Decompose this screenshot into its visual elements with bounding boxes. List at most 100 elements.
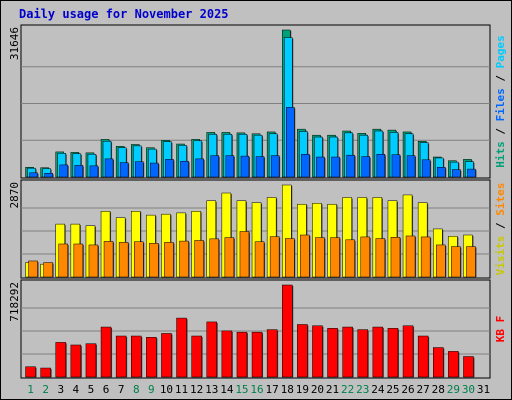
bar-sites-day-7 <box>118 242 129 278</box>
bar-sites-day-17 <box>269 236 280 278</box>
bar-sites-day-14 <box>224 237 235 278</box>
bar-sites-day-11 <box>179 240 189 278</box>
bar-kbytes-day-13 <box>206 321 217 378</box>
bar-sites-day-27 <box>420 236 431 278</box>
x-tick-label-13: 13 <box>205 383 218 396</box>
bar-pages-day-18 <box>286 107 295 178</box>
bar-sites-day-8 <box>134 241 144 278</box>
bar-sites-day-22 <box>345 239 355 278</box>
bar-kbytes-day-25 <box>387 328 399 378</box>
bar-sites-day-25 <box>390 237 401 278</box>
bar-pages-day-26 <box>406 155 416 178</box>
legend-item: KB F <box>494 316 507 343</box>
bar-sites-day-20 <box>315 237 325 278</box>
y-max-label: 718292 <box>8 282 21 322</box>
series-kbytes <box>25 284 475 378</box>
panel-hits_files_pages: 31646 Hits / Files / Pages <box>8 24 507 179</box>
x-tick-label-19: 19 <box>296 383 309 396</box>
bar-pages-day-7 <box>119 162 129 178</box>
side-legend: Visits / Sites <box>494 183 507 276</box>
bar-pages-day-30 <box>467 168 476 178</box>
x-tick-label-2: 2 <box>42 383 49 396</box>
y-max-label: 2870 <box>8 182 21 209</box>
bar-sites-day-2 <box>43 262 53 278</box>
bar-pages-day-25 <box>391 154 401 178</box>
bar-kbytes-day-28 <box>433 347 444 378</box>
bar-pages-day-13 <box>210 155 219 178</box>
series-pages <box>29 107 477 178</box>
bar-sites-day-6 <box>103 241 114 278</box>
bar-kbytes-day-6 <box>100 326 112 378</box>
x-tick-label-10: 10 <box>160 383 173 396</box>
bar-pages-day-9 <box>150 162 159 178</box>
x-tick-label-15: 15 <box>235 383 248 396</box>
x-tick-label-30: 30 <box>462 383 475 396</box>
legend-item: Hits <box>494 141 507 168</box>
bar-pages-day-20 <box>316 156 325 178</box>
bar-sites-day-12 <box>194 240 204 278</box>
bar-sites-day-13 <box>209 238 219 278</box>
bar-kbytes-day-30 <box>463 356 474 378</box>
bar-pages-day-14 <box>225 155 235 178</box>
bar-sites-day-30 <box>466 246 476 278</box>
bar-kbytes-day-22 <box>342 326 353 378</box>
bar-sites-day-19 <box>300 234 310 278</box>
bar-kbytes-day-14 <box>221 330 233 378</box>
x-tick-label-7: 7 <box>118 383 125 396</box>
bar-kbytes-day-5 <box>85 343 97 378</box>
bar-kbytes-day-15 <box>236 331 248 378</box>
x-tick-label-22: 22 <box>341 383 354 396</box>
legend-item: Visits <box>494 236 507 276</box>
bar-pages-day-27 <box>421 159 431 178</box>
legend-item: / <box>494 216 507 236</box>
legend-item: Pages <box>494 35 507 68</box>
x-tick-label-14: 14 <box>220 383 234 396</box>
bar-sites-day-4 <box>73 243 84 278</box>
bar-kbytes-day-12 <box>191 335 202 378</box>
bar-pages-day-24 <box>376 153 386 178</box>
bar-kbytes-day-1 <box>25 366 36 378</box>
x-tick-label-4: 4 <box>73 383 80 396</box>
x-tick-label-18: 18 <box>281 383 294 396</box>
bar-sites-day-3 <box>58 243 68 278</box>
bar-kbytes-day-23 <box>357 329 368 378</box>
x-tick-label-8: 8 <box>133 383 140 396</box>
panel-visits_sites: 2870 Visits / Sites <box>8 179 507 279</box>
bar-sites-day-29 <box>451 246 461 278</box>
bar-kbytes-day-7 <box>115 335 127 378</box>
bar-pages-day-1 <box>29 172 38 178</box>
bar-sites-day-1 <box>28 260 38 278</box>
legend-item: / <box>494 68 507 88</box>
bar-sites-day-5 <box>88 244 99 278</box>
bar-sites-day-26 <box>405 235 416 278</box>
side-legend: Hits / Files / Pages <box>494 35 507 168</box>
x-tick-label-31: 31 <box>477 383 490 396</box>
bar-kbytes-day-4 <box>70 344 82 378</box>
x-tick-label-5: 5 <box>88 383 95 396</box>
bar-kbytes-day-19 <box>297 324 308 378</box>
x-tick-label-21: 21 <box>326 383 339 396</box>
bar-pages-day-29 <box>452 169 461 178</box>
x-tick-label-9: 9 <box>148 383 155 396</box>
x-tick-label-11: 11 <box>175 383 188 396</box>
bar-sites-day-18 <box>285 238 295 278</box>
bar-kbytes-day-24 <box>372 326 384 378</box>
y-max-label: 31646 <box>8 27 21 60</box>
bar-kbytes-day-21 <box>327 328 338 378</box>
bar-pages-day-11 <box>180 160 189 178</box>
legend-item: Files <box>494 88 507 121</box>
x-tick-label-26: 26 <box>401 383 414 396</box>
bar-kbytes-day-27 <box>417 335 429 378</box>
x-tick-label-27: 27 <box>417 383 430 396</box>
bar-sites-day-15 <box>239 231 250 278</box>
panel-kbytes: 718292 KB F <box>8 279 507 379</box>
side-legend: KB F <box>494 316 507 343</box>
x-tick-label-28: 28 <box>432 383 445 396</box>
x-tick-label-1: 1 <box>27 383 34 396</box>
bar-pages-day-8 <box>135 161 144 178</box>
bar-pages-day-12 <box>195 158 204 178</box>
bar-pages-day-28 <box>437 166 446 178</box>
bar-kbytes-day-18 <box>282 284 293 378</box>
series-sites <box>28 231 477 278</box>
